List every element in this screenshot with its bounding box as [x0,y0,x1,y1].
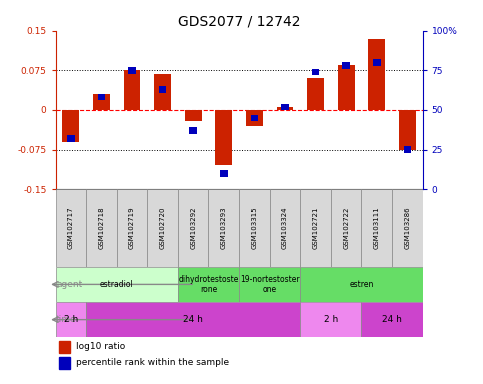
Bar [178,267,239,302]
Bar [361,189,392,267]
Bar [307,78,324,110]
Bar [67,136,75,142]
Bar [159,86,167,93]
Text: GSM103315: GSM103315 [251,207,257,249]
Bar [403,146,411,153]
Text: GSM102720: GSM102720 [159,207,166,249]
Bar [338,65,355,110]
Bar [270,189,300,267]
Bar [312,69,319,75]
Bar [361,302,423,337]
Bar [117,189,147,267]
Bar [86,302,300,337]
Bar [178,189,209,267]
Bar [277,108,293,110]
Bar [246,110,263,126]
Bar [147,189,178,267]
Text: GSM103286: GSM103286 [404,207,411,249]
Text: GSM103111: GSM103111 [374,207,380,249]
Bar [189,127,197,134]
Bar [86,189,117,267]
Text: 2 h: 2 h [64,315,78,324]
Text: time: time [56,315,77,324]
Bar [342,63,350,69]
Title: GDS2077 / 12742: GDS2077 / 12742 [178,14,300,28]
Bar [369,39,385,110]
Bar [300,302,361,337]
Text: agent: agent [56,280,83,289]
Text: GSM103292: GSM103292 [190,207,196,249]
Bar [56,302,86,337]
Text: 24 h: 24 h [382,315,402,324]
Text: 24 h: 24 h [183,315,203,324]
Text: GSM102721: GSM102721 [313,207,319,249]
Text: GSM103324: GSM103324 [282,207,288,249]
Text: GSM103293: GSM103293 [221,207,227,249]
Text: dihydrotestoste
rone: dihydrotestoste rone [178,275,239,294]
Bar [331,189,361,267]
Text: estren: estren [349,280,374,289]
Text: estradiol: estradiol [100,280,134,289]
Bar [154,74,171,110]
Bar [124,70,141,110]
Bar [239,189,270,267]
Text: log10 ratio: log10 ratio [76,342,125,351]
Bar [300,267,423,302]
Bar [392,189,423,267]
Bar [281,104,289,110]
Bar [220,170,227,177]
Text: 19-nortestoster
one: 19-nortestoster one [240,275,299,294]
Bar [373,59,381,66]
Bar [59,341,70,353]
Bar [59,357,70,369]
Bar [300,189,331,267]
Bar [185,110,201,121]
Bar [209,189,239,267]
Bar [128,67,136,73]
Text: GSM102717: GSM102717 [68,207,74,249]
Bar [98,94,105,101]
Bar [399,110,416,150]
Bar [56,267,178,302]
Text: percentile rank within the sample: percentile rank within the sample [76,358,229,367]
Bar [62,110,79,142]
Text: GSM102722: GSM102722 [343,207,349,249]
Text: 2 h: 2 h [324,315,338,324]
Bar [215,110,232,166]
Bar [239,267,300,302]
Bar [251,115,258,121]
Bar [93,94,110,110]
Bar [56,189,86,267]
Text: GSM102719: GSM102719 [129,207,135,249]
Text: GSM102718: GSM102718 [99,207,104,249]
